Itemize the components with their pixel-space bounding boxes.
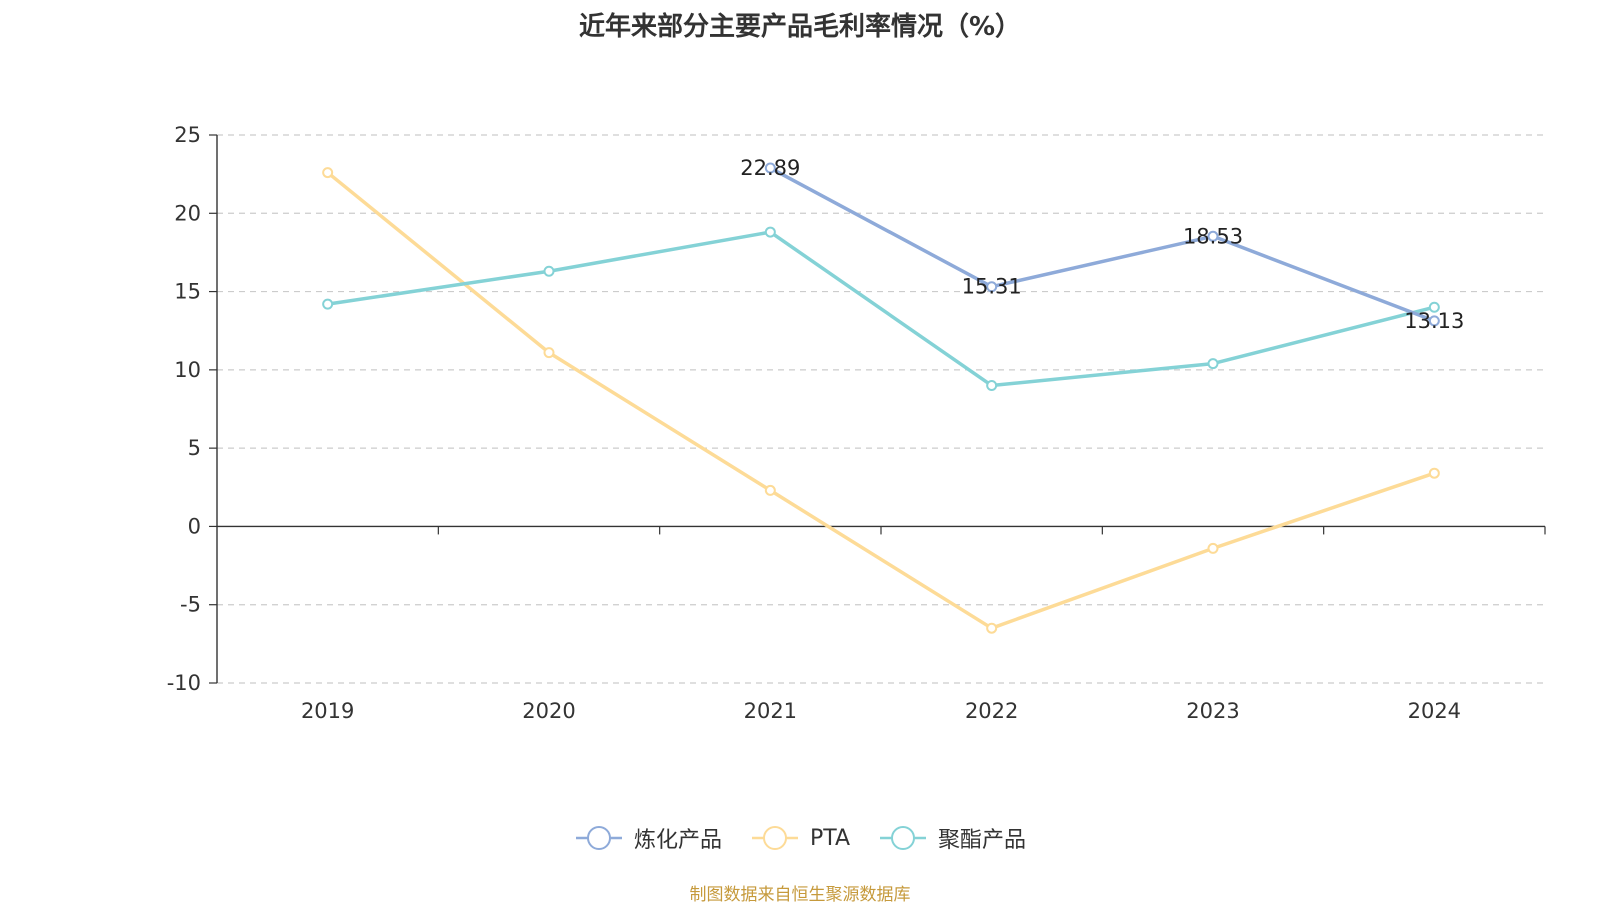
y-tick-label: 5 xyxy=(188,436,201,460)
data-point xyxy=(764,484,776,496)
data-point xyxy=(986,622,998,634)
legend-item[interactable]: 炼化产品 xyxy=(574,822,722,854)
y-tick-label: -10 xyxy=(167,671,201,695)
data-label: 13.13 xyxy=(1404,309,1464,333)
chart-title: 近年来部分主要产品毛利率情况（%） xyxy=(578,12,1022,42)
source-note: 制图数据来自恒生聚源数据库 xyxy=(689,885,911,905)
x-tick-label: 2023 xyxy=(1186,699,1239,723)
data-point xyxy=(322,298,334,310)
legend-circle xyxy=(891,826,916,850)
data-point xyxy=(986,380,998,392)
data-labels: 22.89 15.31 18.53 13.13 xyxy=(740,156,1464,333)
data-label: 22.89 xyxy=(740,156,800,180)
data-point xyxy=(543,347,555,359)
legend-symbol-icon xyxy=(751,826,798,850)
legend-label: PTA xyxy=(809,825,851,851)
series-line-0 xyxy=(768,166,1437,323)
data-point xyxy=(1428,315,1440,327)
data-point xyxy=(764,226,776,238)
legend-item[interactable]: 聚酯产品 xyxy=(878,822,1026,854)
series-line-2 xyxy=(325,230,1437,388)
x-tick-label: 2022 xyxy=(965,699,1018,723)
data-label: 15.31 xyxy=(962,275,1022,299)
data-point xyxy=(1428,301,1440,313)
data-point xyxy=(1428,467,1440,479)
y-tick-label: 20 xyxy=(174,201,201,225)
data-point xyxy=(1207,230,1219,242)
y-tick-label: 25 xyxy=(174,123,201,147)
y-tick-label: 0 xyxy=(188,514,201,538)
y-tick-label: 10 xyxy=(174,358,201,382)
legend-symbol-icon xyxy=(575,826,622,850)
legend: 炼化产品 PTA 聚酯产品 xyxy=(0,822,1600,854)
legend-circle xyxy=(762,826,787,850)
legend-circle xyxy=(586,826,611,850)
y-tick-label: 15 xyxy=(174,280,201,304)
grid-lines xyxy=(217,134,1545,684)
data-point xyxy=(986,281,998,293)
data-point xyxy=(322,167,334,179)
x-tick-label: 2020 xyxy=(522,699,575,723)
data-label: 18.53 xyxy=(1183,224,1243,248)
legend-item[interactable]: PTA xyxy=(750,824,850,852)
legend-symbol-icon xyxy=(880,826,927,850)
series-line-1 xyxy=(325,170,1437,630)
data-point xyxy=(543,265,555,277)
series-lines xyxy=(322,162,1440,634)
data-point xyxy=(1207,358,1219,370)
legend-label: 聚酯产品 xyxy=(938,828,1027,853)
data-point xyxy=(1207,542,1219,554)
axes: 25 20 15 10 5 0 -5 -10 2019 2020 2021 2022 2023 2024 xyxy=(167,123,1546,723)
legend-label: 炼化产品 xyxy=(633,828,722,853)
x-tick-label: 2024 xyxy=(1408,699,1461,723)
x-tick-label: 2021 xyxy=(744,699,797,723)
y-tick-label: -5 xyxy=(180,593,201,617)
x-tick-label: 2019 xyxy=(301,699,354,723)
data-point xyxy=(764,162,776,174)
